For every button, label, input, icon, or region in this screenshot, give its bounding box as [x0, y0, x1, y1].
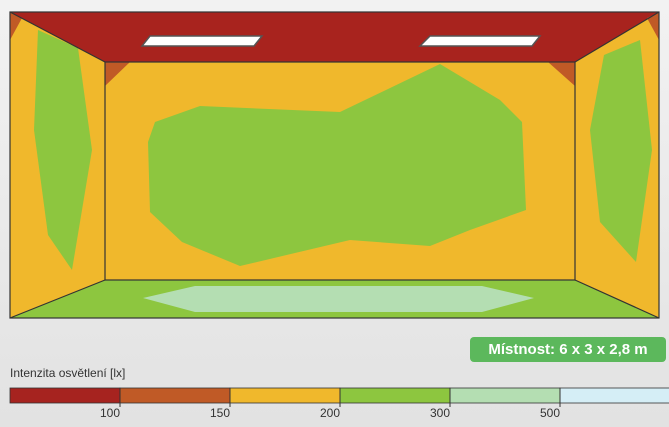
light-fixture — [418, 35, 542, 47]
scale-segment — [339, 387, 451, 404]
scale-segment — [229, 387, 341, 404]
legend-title: Intenzita osvětlení [lx] — [10, 366, 125, 380]
scale-tick-label: 100 — [100, 406, 120, 420]
room-edge — [9, 11, 106, 63]
right-wall-zone — [590, 40, 652, 262]
color-scale: 100 150 200 300 500 — [9, 387, 669, 420]
room — [9, 11, 660, 319]
corner-shade — [10, 12, 22, 40]
room-label: Místnost: 6 x 3 x 2,8 m — [488, 341, 647, 358]
scale-segment — [119, 387, 231, 404]
scale-tick-label: 300 — [430, 406, 450, 420]
room-edge — [9, 279, 106, 319]
back-wall-edge — [104, 61, 576, 281]
room-edge — [574, 279, 660, 319]
corner-shade — [105, 62, 130, 86]
scale-segment — [559, 387, 669, 404]
light-fixture — [140, 35, 264, 47]
room-frame — [9, 11, 660, 319]
room-badge — [470, 337, 666, 362]
corner-shade — [548, 62, 575, 86]
scale-segment — [9, 387, 121, 404]
ceiling — [10, 12, 659, 62]
scale-tick-label: 150 — [210, 406, 230, 420]
scale-tick-label: 500 — [540, 406, 560, 420]
floor-zone — [143, 286, 534, 312]
scale-segment — [449, 387, 561, 404]
back-wall-zone — [148, 64, 526, 266]
scale-tick-label: 200 — [320, 406, 340, 420]
corner-shade — [647, 12, 659, 40]
room-edge — [574, 11, 660, 63]
left-wall-zone — [34, 30, 92, 270]
